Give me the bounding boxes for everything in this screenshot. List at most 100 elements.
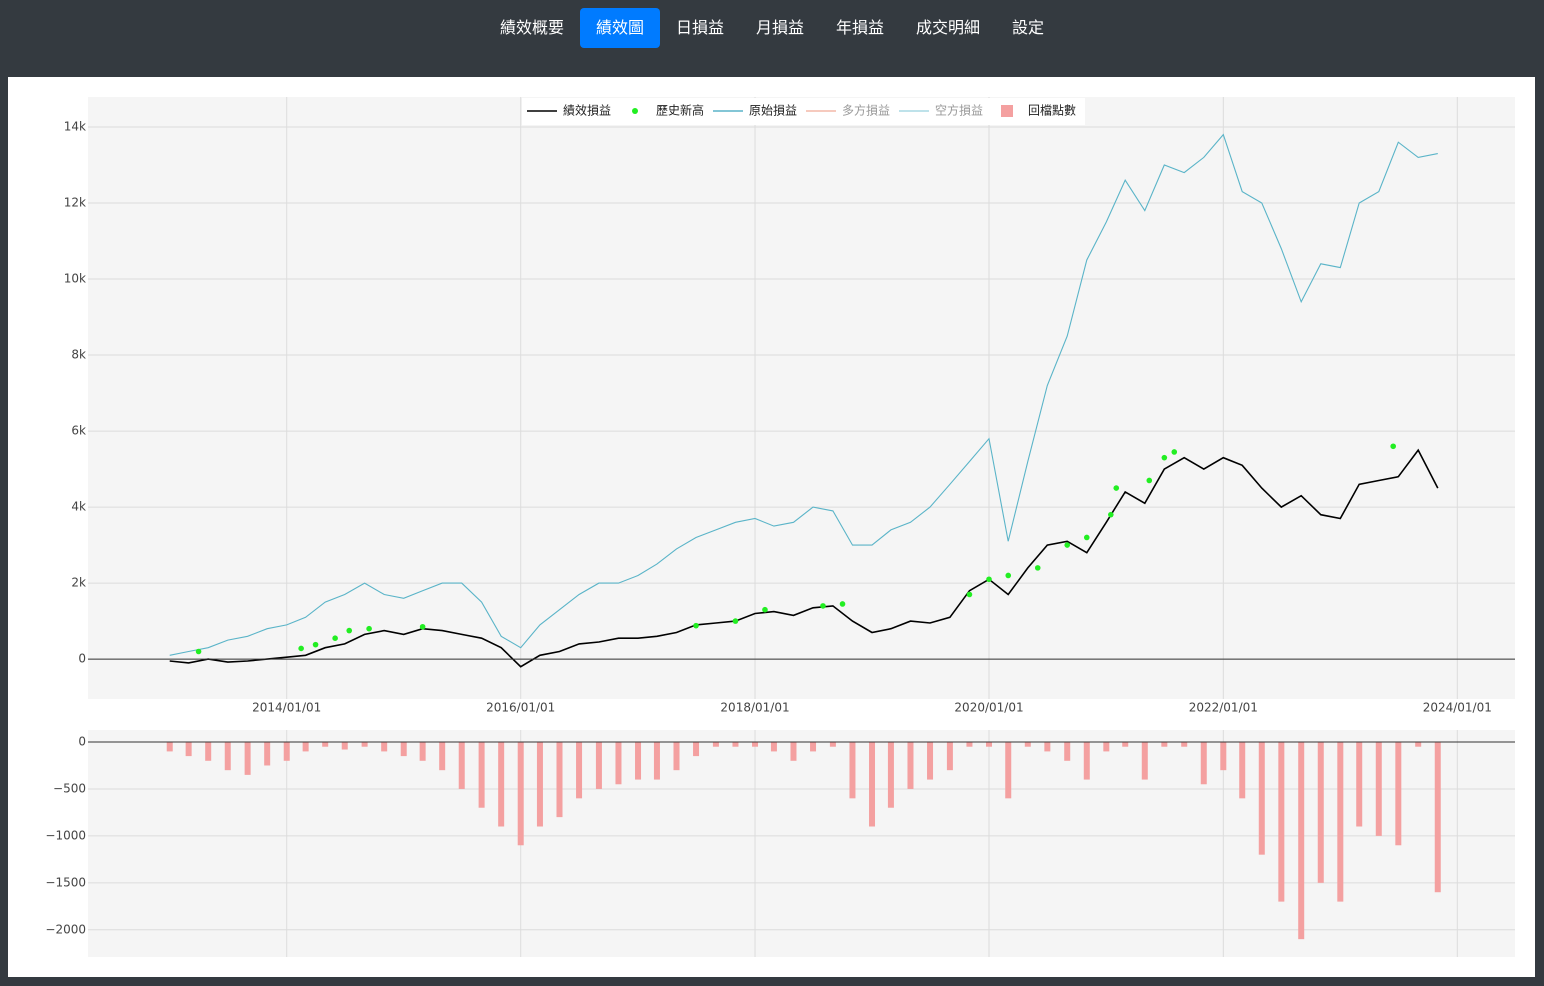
legend-swatch: [632, 108, 638, 114]
drawdown-bar: [1200, 742, 1207, 785]
nav-tab[interactable]: 成交明細: [916, 18, 981, 37]
drawdown-bar: [829, 742, 836, 747]
new-high-point: [1113, 485, 1120, 491]
plot-area: [88, 730, 1515, 957]
new-high-point: [839, 601, 846, 607]
legend-item[interactable]: 歷史新高: [632, 103, 704, 118]
legend-box: [522, 98, 1085, 125]
drawdown-bar: [264, 742, 271, 766]
legend-label: 回檔點數: [1028, 104, 1076, 118]
nav-tab[interactable]: 月損益: [755, 18, 804, 37]
drawdown-bar: [1395, 742, 1402, 846]
new-high-point: [820, 603, 826, 609]
drawdown-bar: [1122, 742, 1129, 747]
drawdown-bar: [1024, 742, 1031, 747]
legend-item[interactable]: 多方損益: [806, 103, 890, 118]
drawdown-bar: [1083, 742, 1090, 780]
new-high-point: [732, 618, 739, 624]
legend-label: 多方損益: [842, 103, 890, 118]
legend-item[interactable]: 績效損益: [527, 103, 611, 118]
x-tick-label: 2018/01/01: [720, 701, 789, 715]
line-series: [169, 133, 1438, 656]
drawdown-bar: [400, 742, 407, 757]
drawdown-bar: [986, 742, 993, 747]
new-high-point: [419, 623, 426, 630]
drawdown-bar: [1356, 742, 1363, 827]
new-high-point: [1146, 477, 1153, 484]
y-tick-label: 14k: [64, 120, 86, 134]
nav-tab[interactable]: 日損益: [675, 18, 724, 37]
drawdown-bar: [478, 742, 485, 808]
x-tick-label: 2014/01/01: [252, 701, 321, 715]
drawdown-bar: [498, 742, 505, 827]
new-high-point: [986, 576, 992, 583]
nav-tab[interactable]: 設定: [1012, 18, 1045, 37]
drawdown-bar: [185, 742, 192, 757]
nav-tab[interactable]: 年損益: [836, 18, 885, 37]
drawdown-bar: [1103, 742, 1110, 752]
y-tick-label: 10k: [64, 272, 86, 286]
drawdown-bar: [576, 742, 583, 799]
drawdown-bar: [1434, 742, 1441, 893]
nav-tab[interactable]: 績效概要: [499, 18, 564, 37]
drawdown-bar: [1278, 742, 1285, 902]
y-tick-label: −2000: [45, 922, 86, 936]
new-high-point: [366, 625, 372, 632]
x-tick-label: 2016/01/01: [486, 701, 555, 715]
new-high-point: [762, 606, 768, 613]
drawdown-bar: [770, 742, 777, 752]
nav-tab[interactable]: 績效圖: [579, 8, 660, 48]
y-tick-label: 8k: [71, 348, 86, 362]
new-high-point: [346, 627, 353, 634]
new-high-point: [1034, 565, 1041, 571]
y-tick-label: 2k: [71, 576, 86, 590]
legend-item[interactable]: 回檔點數: [1001, 104, 1076, 118]
drawdown-bar: [790, 742, 797, 761]
drawdown-bar: [635, 742, 642, 780]
legend-label: 原始損益: [749, 103, 797, 118]
drawdown-bar: [361, 742, 368, 747]
legend-label: 空方損益: [935, 103, 983, 118]
drawdown-bar: [966, 742, 973, 747]
new-high-point: [693, 622, 699, 629]
drawdown-bar: [302, 742, 309, 752]
x-tick-label: 2022/01/01: [1189, 701, 1258, 715]
drawdown-bar: [1375, 742, 1382, 836]
y-tick-label: 0: [78, 735, 86, 749]
legend-item[interactable]: 原始損益: [713, 103, 797, 118]
legend-item[interactable]: 空方損益: [899, 103, 983, 118]
drawdown-bar: [1141, 742, 1148, 780]
drawdown-bar: [946, 742, 953, 771]
drawdown-bar: [1220, 742, 1227, 771]
drawdown-bar: [517, 742, 524, 846]
new-high-point: [312, 641, 319, 648]
drawdown-bar: [341, 742, 348, 750]
drawdown-bar: [1415, 742, 1422, 747]
drawdown-bar: [1161, 742, 1168, 747]
drawdown-bar: [907, 742, 914, 789]
drawdown-bar: [244, 742, 251, 775]
drawdown-bar: [595, 742, 602, 789]
y-tick-label: 6k: [71, 424, 86, 438]
drawdown-bar: [869, 742, 876, 827]
drawdown-bar: [556, 742, 563, 818]
drawdown-bar: [810, 742, 817, 752]
drawdown-bar: [1258, 742, 1265, 855]
drawdown-bar: [322, 742, 329, 747]
y-tick-label: −1000: [45, 828, 86, 842]
drawdown-bar: [1317, 742, 1324, 883]
drawdown-bar: [1005, 742, 1012, 799]
drawdown-bar: [1239, 742, 1246, 799]
drawdown-bar: [887, 742, 894, 808]
y-tick-label: −500: [53, 781, 86, 795]
x-tick-label: 2024/01/01: [1423, 701, 1492, 715]
new-high-point: [1161, 454, 1168, 461]
drawdown-bar: [1298, 742, 1305, 940]
legend-label: 績效損益: [563, 103, 611, 118]
drawdown-bar: [712, 742, 719, 747]
drawdown-bar: [419, 742, 426, 761]
new-high-point: [1064, 542, 1071, 548]
new-high-point: [1171, 449, 1178, 455]
legend-label: 歷史新高: [656, 103, 704, 118]
